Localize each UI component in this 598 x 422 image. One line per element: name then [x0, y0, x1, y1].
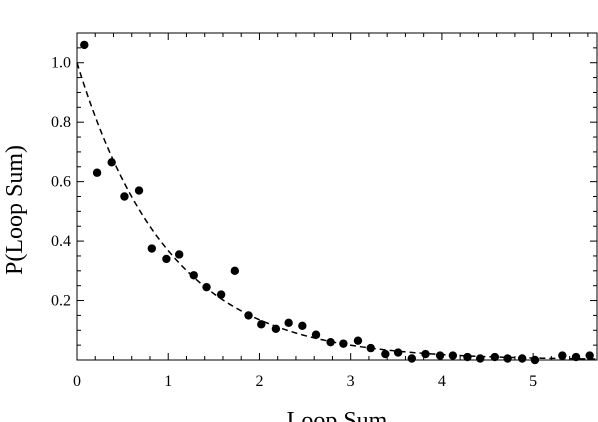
y-tick-label: 0.4 — [51, 233, 71, 250]
data-point — [490, 352, 500, 362]
x-tick-label: 2 — [255, 373, 263, 390]
data-point — [530, 355, 540, 365]
data-point — [202, 282, 211, 292]
data-point — [517, 354, 527, 363]
data-point — [257, 320, 266, 329]
plot-frame — [76, 32, 598, 361]
data-point — [244, 311, 253, 320]
data-point — [134, 186, 144, 195]
y-tick-label: 0.2 — [51, 293, 71, 310]
data-point — [503, 354, 512, 363]
data-point — [189, 271, 198, 280]
y-axis-ticks: 0.2 0.4 0.6 0.8 1.0 — [51, 47, 597, 346]
y-tick-label: 1.0 — [51, 55, 71, 72]
data-point — [298, 321, 307, 331]
data-point — [107, 158, 116, 167]
data-point — [407, 354, 417, 363]
data-point — [120, 192, 129, 201]
data-point — [326, 337, 335, 347]
x-tick-label: 4 — [438, 373, 446, 390]
data-point — [366, 343, 375, 353]
x-tick-label: 0 — [73, 373, 81, 390]
data-points — [80, 40, 594, 365]
y-axis-label: P(Loop Sum) — [2, 145, 28, 275]
data-point — [558, 351, 567, 360]
data-point — [476, 354, 485, 363]
data-point — [230, 266, 240, 276]
data-point — [393, 348, 403, 357]
fit-curve-dashed — [76, 62, 598, 360]
data-point — [162, 254, 171, 264]
data-point — [381, 349, 390, 359]
data-point — [80, 40, 89, 50]
x-tick-label: 3 — [347, 373, 355, 390]
x-tick-label: 5 — [529, 373, 537, 390]
data-point — [435, 351, 445, 360]
y-tick-label: 0.6 — [51, 174, 71, 191]
data-point — [421, 349, 430, 359]
data-point — [271, 324, 281, 333]
x-axis-label: Loop Sum — [287, 408, 388, 422]
data-point — [216, 290, 226, 299]
data-point — [174, 250, 184, 259]
data-point — [311, 330, 321, 339]
data-point — [571, 352, 581, 362]
data-point — [147, 244, 157, 253]
data-point — [448, 351, 458, 360]
x-axis-ticks: 0 1 2 3 4 5 — [73, 33, 589, 390]
data-point — [339, 339, 348, 348]
x-tick-label: 1 — [164, 373, 172, 390]
data-point — [284, 318, 293, 328]
data-point — [585, 351, 594, 360]
data-point — [92, 168, 102, 177]
data-point — [463, 352, 472, 362]
data-point — [353, 336, 363, 345]
y-tick-label: 0.8 — [51, 114, 71, 131]
